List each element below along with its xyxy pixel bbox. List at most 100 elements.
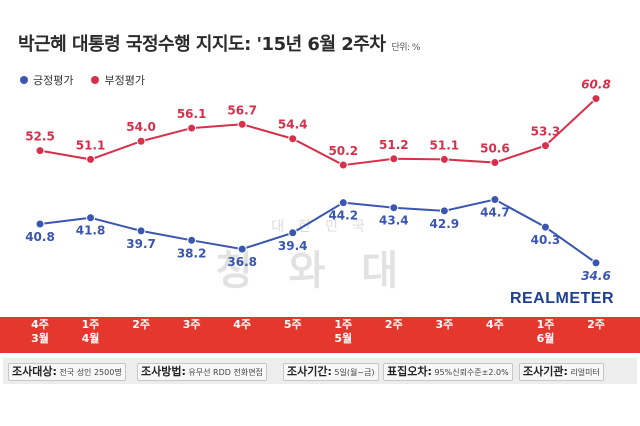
month-label: 4월 [81, 332, 100, 345]
week-label: 1주 [334, 318, 353, 331]
survey-info-value: 5일(월~금) [331, 368, 375, 377]
data-label-negative: 53.3 [531, 125, 561, 139]
survey-info-item: 조사방법: 유무선 RDD 전화면접 [137, 363, 267, 381]
week-tick-label: 2주 [369, 318, 419, 332]
data-point-positive [237, 244, 247, 254]
month-label: 3월 [31, 332, 49, 345]
week-label: 4주 [31, 318, 49, 331]
data-label-positive: 42.9 [430, 217, 460, 231]
data-point-negative [591, 94, 601, 104]
week-tick-label: 1주 4월 [66, 318, 116, 346]
legend-label-positive: 긍정평가 [33, 74, 74, 87]
data-point-negative [288, 134, 298, 144]
data-label-positive: 43.4 [379, 214, 409, 228]
week-tick-label: 2주 [116, 318, 166, 332]
week-tick-label: 1주 6월 [520, 318, 570, 346]
survey-info-item: 조사대상: 전국 성인 2500명 [8, 363, 126, 381]
week-tick-label: 1주 5월 [318, 318, 368, 346]
week-tick-label: 3주 [167, 318, 217, 332]
data-label-negative: 60.8 [581, 78, 611, 92]
survey-info-label: 조사대상: [12, 365, 57, 378]
week-label: 2주 [587, 318, 605, 331]
survey-info-value: 95%신뢰수준±2.0% [431, 368, 509, 377]
data-label-negative: 51.2 [379, 138, 409, 152]
data-point-positive [490, 195, 500, 205]
chart-title: 박근혜 대통령 국정수행 지지도: '15년 6월 2주차 단위: % [18, 34, 420, 55]
week-tick-label: 4주 [217, 318, 267, 332]
week-tick-label: 4주 3월 [15, 318, 65, 346]
survey-info-item: 조사기간: 5일(월~금) [283, 363, 379, 381]
data-point-negative [35, 146, 45, 156]
week-label: 1주 [536, 318, 555, 331]
data-label-negative: 50.2 [328, 144, 358, 158]
data-point-negative [540, 141, 550, 151]
data-point-positive [338, 198, 348, 208]
month-label: 6월 [536, 332, 555, 345]
data-label-positive: 39.7 [126, 237, 156, 251]
data-point-negative [86, 154, 96, 164]
week-tick-label: 5주 [268, 318, 318, 332]
survey-info-value: 리얼미터 [567, 368, 600, 377]
data-point-positive [389, 203, 399, 213]
data-point-negative [136, 136, 146, 146]
data-point-positive [540, 222, 550, 232]
survey-info-item: 조사기관: 리얼미터 [519, 363, 604, 381]
data-point-negative [490, 158, 500, 168]
data-point-positive [187, 235, 197, 245]
data-point-negative [338, 160, 348, 170]
brand-logo: REALMETER [509, 290, 614, 307]
week-axis-band [0, 317, 640, 353]
data-label-negative: 51.1 [430, 138, 460, 152]
survey-info-label: 표집오차: [387, 365, 432, 378]
data-label-negative: 54.4 [278, 118, 308, 132]
week-label: 4주 [486, 318, 504, 331]
data-point-positive [86, 213, 96, 223]
survey-info-label: 조사기관: [523, 365, 568, 378]
survey-info-label: 조사방법: [141, 365, 186, 378]
data-label-positive: 41.8 [76, 224, 106, 238]
series-line-positive [39, 198, 597, 264]
data-point-negative [439, 154, 449, 164]
data-point-positive [439, 206, 449, 216]
week-label: 2주 [132, 318, 150, 331]
data-point-positive [35, 219, 45, 229]
week-label: 4주 [233, 318, 252, 331]
legend-label-negative: 부정평가 [104, 74, 145, 87]
week-tick-label: 4주 [470, 318, 520, 332]
data-label-negative: 52.5 [25, 130, 55, 144]
data-point-positive [136, 226, 146, 236]
data-label-negative: 56.1 [177, 107, 207, 121]
data-label-positive: 34.6 [581, 269, 611, 283]
data-label-positive: 44.2 [328, 209, 358, 223]
data-label-negative: 51.1 [76, 138, 106, 152]
legend-marker-negative [91, 76, 100, 84]
week-label: 5주 [283, 318, 302, 331]
data-label-positive: 40.8 [25, 230, 55, 244]
data-label-negative: 50.6 [480, 142, 510, 156]
data-point-positive [591, 258, 601, 268]
week-tick-label: 3주 [419, 318, 469, 332]
survey-info-value: 전국 성인 2500명 [56, 368, 122, 377]
data-label-negative: 56.7 [227, 103, 257, 117]
data-label-positive: 40.3 [531, 233, 561, 247]
week-label: 2주 [384, 318, 403, 331]
data-label-negative: 54.0 [126, 120, 156, 134]
data-label-positive: 44.7 [480, 206, 510, 220]
survey-info-label: 조사기간: [287, 365, 332, 378]
legend-item-negative: 부정평가 [91, 72, 145, 88]
unit-label: 단위: % [391, 43, 420, 53]
data-point-positive [288, 228, 298, 238]
week-label: 1주 [81, 318, 100, 331]
legend-marker-positive [20, 76, 28, 84]
legend-item-positive: 긍정평가 [20, 72, 73, 88]
week-tick-label: 2주 [571, 318, 621, 332]
data-label-positive: 38.2 [177, 246, 207, 260]
survey-info-value: 유무선 RDD 전화면접 [185, 368, 263, 377]
data-point-negative [187, 123, 197, 133]
week-label: 3주 [435, 318, 454, 331]
data-label-positive: 36.8 [227, 255, 257, 269]
data-label-positive: 39.4 [278, 239, 308, 253]
legend: 긍정평가 부정평가 [20, 72, 145, 88]
month-label: 5월 [334, 332, 353, 345]
